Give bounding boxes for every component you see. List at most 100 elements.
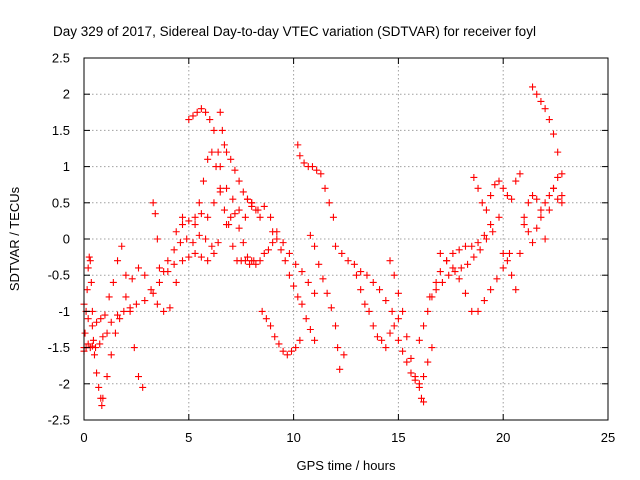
data-point: [332, 322, 340, 330]
data-point: [147, 286, 155, 294]
data-point: [554, 195, 562, 203]
data-point: [111, 329, 119, 337]
data-point: [185, 253, 193, 261]
data-point: [369, 278, 377, 286]
data-point: [537, 206, 545, 214]
data-point: [300, 159, 308, 167]
data-point: [296, 152, 304, 160]
data-point: [279, 347, 287, 355]
data-point: [260, 249, 268, 257]
data-point: [260, 202, 268, 210]
data-point: [107, 318, 115, 326]
data-point: [231, 210, 239, 218]
data-point: [399, 307, 407, 315]
y-axis-label: SDTVAR / TECUs: [7, 186, 22, 291]
data-point: [269, 239, 277, 247]
data-point: [277, 246, 285, 254]
data-point: [455, 275, 463, 283]
data-point: [336, 365, 344, 373]
data-point: [508, 271, 516, 279]
data-point: [220, 206, 228, 214]
data-point: [420, 322, 428, 330]
data-point: [243, 195, 251, 203]
data-point: [98, 402, 106, 410]
series-track-i: [216, 108, 264, 221]
x-tick-label: 5: [185, 430, 192, 445]
data-point: [208, 242, 216, 250]
data-point: [288, 347, 296, 355]
data-point: [269, 228, 277, 236]
y-tick-label: 2: [63, 87, 70, 102]
data-point: [153, 300, 161, 308]
data-point: [512, 286, 520, 294]
y-tick-label: 2.5: [52, 51, 70, 66]
data-point: [132, 300, 140, 308]
data-point: [262, 315, 270, 323]
data-point: [179, 221, 187, 229]
data-point: [524, 199, 532, 207]
data-point: [210, 126, 218, 134]
data-point: [529, 239, 537, 247]
data-point: [191, 213, 199, 221]
data-point: [411, 376, 419, 384]
data-point: [369, 322, 377, 330]
data-point: [197, 253, 205, 261]
data-point: [191, 221, 199, 229]
series-track-z: [520, 173, 566, 247]
data-point: [541, 199, 549, 207]
data-point: [166, 304, 174, 312]
series-track-n: [294, 141, 337, 221]
data-point: [558, 192, 566, 200]
data-point: [487, 286, 495, 294]
data-point: [390, 322, 398, 330]
data-point: [415, 336, 423, 344]
data-point: [294, 141, 302, 149]
data-point: [478, 199, 486, 207]
data-point: [520, 221, 528, 229]
data-point: [122, 293, 130, 301]
data-point: [189, 239, 197, 247]
series-track-t: [415, 221, 495, 344]
data-point: [550, 130, 558, 138]
series-track-o: [306, 231, 348, 373]
data-point: [204, 213, 212, 221]
data-point: [537, 97, 545, 105]
data-point: [86, 257, 94, 265]
data-point: [92, 344, 100, 352]
data-point: [84, 315, 92, 323]
data-point: [317, 170, 325, 178]
data-point: [126, 307, 134, 315]
data-point: [216, 184, 224, 192]
data-point: [340, 351, 348, 359]
y-tick-label: 0: [63, 232, 70, 247]
data-point: [290, 282, 298, 290]
data-point: [202, 235, 210, 243]
data-point: [512, 177, 520, 185]
y-tick-labels: -2.5 -2 -1.5 -1 -0.5 0 0.5 1 1.5 2 2.5: [48, 51, 70, 428]
data-point: [470, 253, 478, 261]
x-tick-labels: 0 5 10 15 20 25: [80, 430, 615, 445]
data-point: [218, 126, 226, 134]
data-point: [239, 239, 247, 247]
data-point: [206, 116, 214, 124]
data-point: [298, 300, 306, 308]
chart-title: Day 329 of 2017, Sidereal Day-to-day VTE…: [53, 24, 536, 39]
data-point: [403, 358, 411, 366]
data-point: [202, 108, 210, 116]
data-point: [204, 257, 212, 265]
x-axis-label: GPS time / hours: [297, 458, 396, 473]
data-point: [487, 221, 495, 229]
data-point: [292, 260, 300, 268]
data-point: [298, 268, 306, 276]
data-point: [103, 329, 111, 337]
data-point: [495, 213, 503, 221]
data-point: [329, 213, 337, 221]
data-point: [428, 344, 436, 352]
data-point: [134, 264, 142, 272]
data-point: [554, 173, 562, 181]
data-point: [499, 184, 507, 192]
data-point: [545, 206, 553, 214]
data-point: [550, 184, 558, 192]
data-point: [529, 192, 537, 200]
y-tick-label: -0.5: [48, 268, 70, 283]
